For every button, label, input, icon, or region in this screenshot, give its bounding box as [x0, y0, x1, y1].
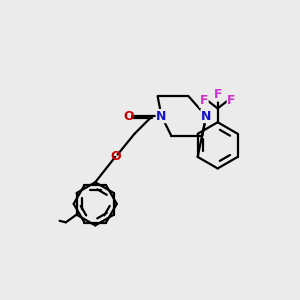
- Text: N: N: [201, 110, 211, 123]
- Text: F: F: [213, 88, 222, 101]
- Text: N: N: [156, 110, 167, 123]
- Text: O: O: [124, 110, 134, 123]
- Text: O: O: [110, 150, 121, 164]
- Text: F: F: [227, 94, 236, 107]
- Text: F: F: [200, 94, 208, 107]
